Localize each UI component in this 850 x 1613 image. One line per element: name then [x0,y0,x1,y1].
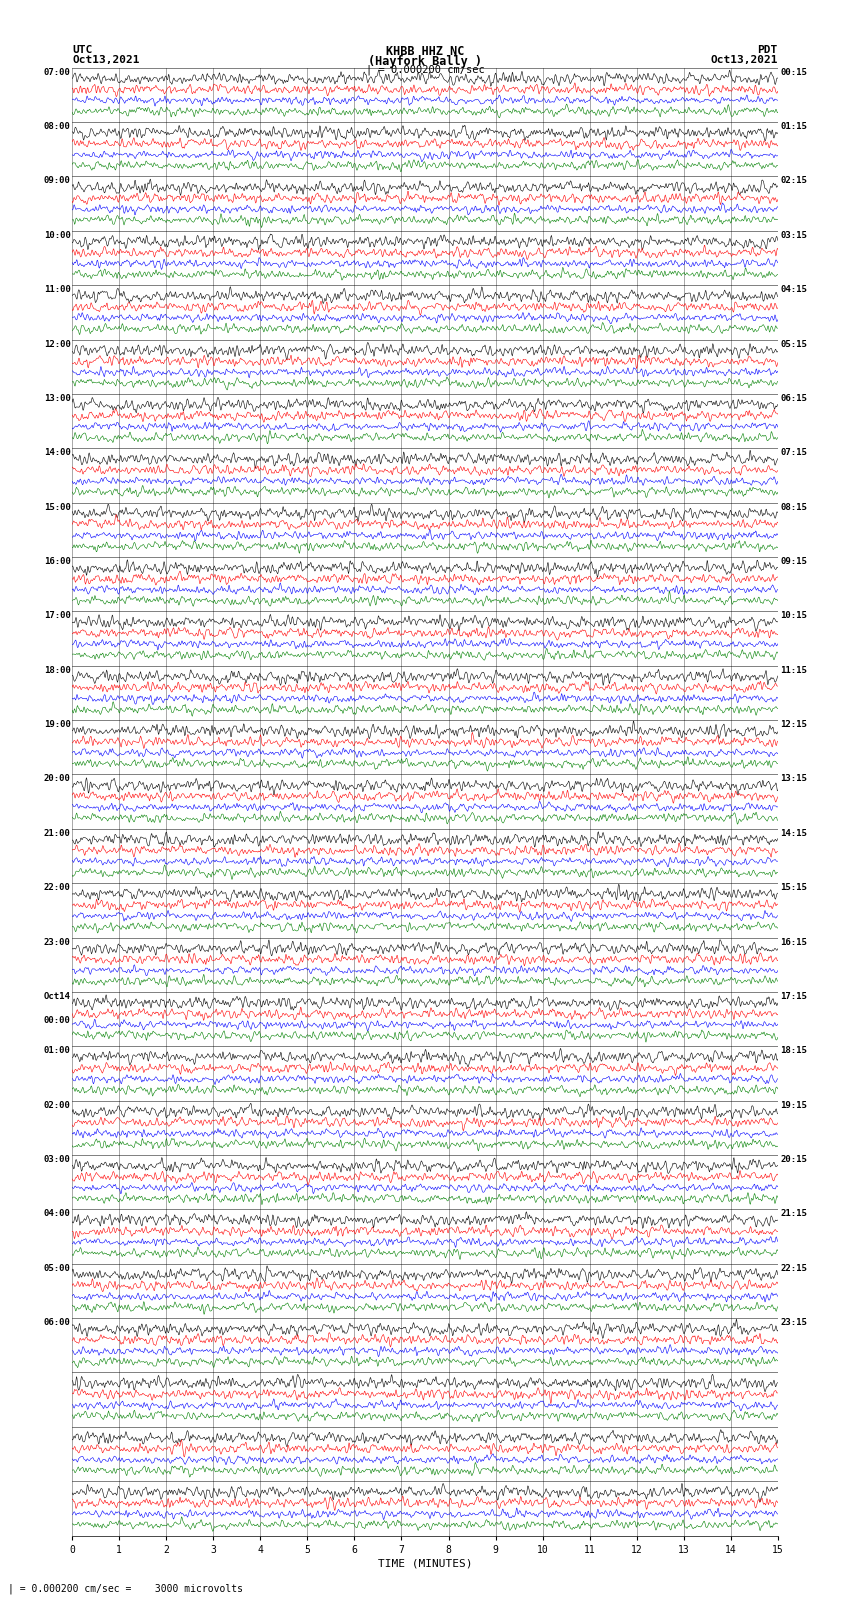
Text: 21:00: 21:00 [44,829,71,837]
Text: 15:15: 15:15 [780,884,807,892]
Text: 06:15: 06:15 [780,394,807,403]
Text: 22:15: 22:15 [780,1263,807,1273]
Text: 09:15: 09:15 [780,556,807,566]
Text: 04:15: 04:15 [780,286,807,294]
Text: 05:15: 05:15 [780,340,807,348]
Text: 19:15: 19:15 [780,1100,807,1110]
Text: UTC: UTC [72,45,93,55]
Text: 01:00: 01:00 [44,1047,71,1055]
Text: 10:00: 10:00 [44,231,71,240]
Text: 18:15: 18:15 [780,1047,807,1055]
Text: Oct14: Oct14 [44,992,71,1002]
Text: 10:15: 10:15 [780,611,807,621]
Text: 14:15: 14:15 [780,829,807,837]
Text: 08:00: 08:00 [44,123,71,131]
Text: 06:00: 06:00 [44,1318,71,1327]
Text: 03:00: 03:00 [44,1155,71,1165]
Text: 17:00: 17:00 [44,611,71,621]
Text: 12:00: 12:00 [44,340,71,348]
X-axis label: TIME (MINUTES): TIME (MINUTES) [377,1558,473,1569]
Text: 23:15: 23:15 [780,1318,807,1327]
Text: 15:00: 15:00 [44,503,71,511]
Text: | = 0.000200 cm/sec: | = 0.000200 cm/sec [366,65,484,76]
Text: 14:00: 14:00 [44,448,71,458]
Text: 12:15: 12:15 [780,719,807,729]
Text: 16:15: 16:15 [780,937,807,947]
Text: KHBB HHZ NC: KHBB HHZ NC [386,45,464,58]
Text: 02:15: 02:15 [780,176,807,185]
Text: 13:00: 13:00 [44,394,71,403]
Text: Oct13,2021: Oct13,2021 [711,55,778,65]
Text: 00:15: 00:15 [780,68,807,77]
Text: 11:15: 11:15 [780,666,807,674]
Text: 07:00: 07:00 [44,68,71,77]
Text: 05:00: 05:00 [44,1263,71,1273]
Text: 19:00: 19:00 [44,719,71,729]
Text: 03:15: 03:15 [780,231,807,240]
Text: 11:00: 11:00 [44,286,71,294]
Text: Oct13,2021: Oct13,2021 [72,55,139,65]
Text: 20:00: 20:00 [44,774,71,784]
Text: 16:00: 16:00 [44,556,71,566]
Text: 22:00: 22:00 [44,884,71,892]
Text: PDT: PDT [757,45,778,55]
Text: 20:15: 20:15 [780,1155,807,1165]
Text: | = 0.000200 cm/sec =    3000 microvolts: | = 0.000200 cm/sec = 3000 microvolts [8,1582,243,1594]
Text: 01:15: 01:15 [780,123,807,131]
Text: 02:00: 02:00 [44,1100,71,1110]
Text: 17:15: 17:15 [780,992,807,1002]
Text: 23:00: 23:00 [44,937,71,947]
Text: 00:00: 00:00 [44,1016,71,1026]
Text: 18:00: 18:00 [44,666,71,674]
Text: 13:15: 13:15 [780,774,807,784]
Text: 07:15: 07:15 [780,448,807,458]
Text: 21:15: 21:15 [780,1210,807,1218]
Text: 08:15: 08:15 [780,503,807,511]
Text: 04:00: 04:00 [44,1210,71,1218]
Text: (Hayfork Bally ): (Hayfork Bally ) [368,55,482,68]
Text: 09:00: 09:00 [44,176,71,185]
